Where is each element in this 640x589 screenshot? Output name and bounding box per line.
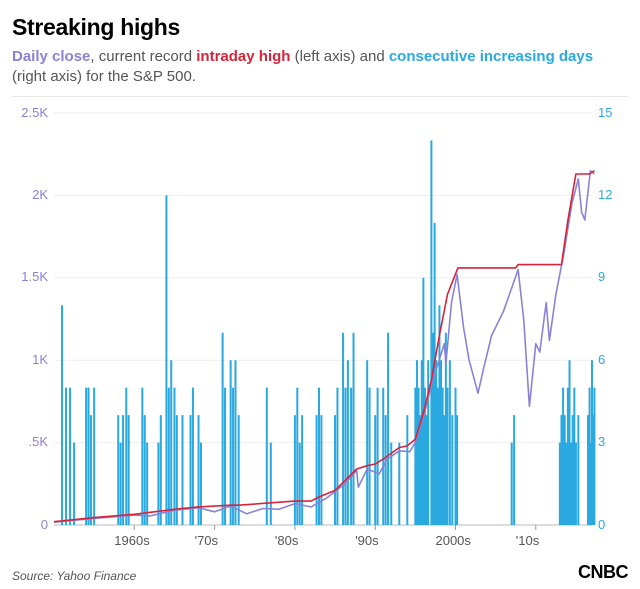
y-left-tick: 1.5K (12, 269, 48, 284)
source-label: Source: Yahoo Finance (12, 569, 136, 583)
y-left-tick: 2K (12, 187, 48, 202)
y-right-tick: 9 (598, 269, 605, 284)
subtitle-txt: , current record (90, 48, 196, 65)
x-tick: '70s (195, 533, 218, 548)
chart-svg (12, 105, 628, 555)
x-tick: '10s (516, 533, 539, 548)
x-tick: 1960s (114, 533, 149, 548)
chart-subtitle: Daily close, current record intraday hig… (12, 47, 628, 97)
legend-intraday: intraday high (196, 48, 290, 65)
y-left-tick: .5K (12, 434, 48, 449)
y-right-tick: 3 (598, 434, 605, 449)
y-right-tick: 6 (598, 352, 605, 367)
x-tick: '90s (355, 533, 378, 548)
y-right-tick: 0 (598, 517, 605, 532)
chart-title: Streaking highs (12, 14, 628, 41)
y-right-tick: 15 (598, 105, 612, 120)
x-tick: 2000s (435, 533, 470, 548)
brand-logo: CNBC (578, 562, 628, 583)
y-left-tick: 2.5K (12, 105, 48, 120)
y-right-tick: 12 (598, 187, 612, 202)
x-tick: '80s (275, 533, 298, 548)
y-left-tick: 1K (12, 352, 48, 367)
chart-area: 0 .5K 1K 1.5K 2K 2.5K 0 3 6 9 12 15 1960s '70s '80s '… (12, 105, 628, 555)
legend-streak: consecutive increasing days (389, 48, 593, 65)
legend-close: Daily close (12, 48, 90, 65)
y-left-tick: 0 (12, 517, 48, 532)
subtitle-txt: (left axis) and (290, 48, 388, 65)
subtitle-txt: (right axis) for the S&P 500. (12, 68, 196, 85)
